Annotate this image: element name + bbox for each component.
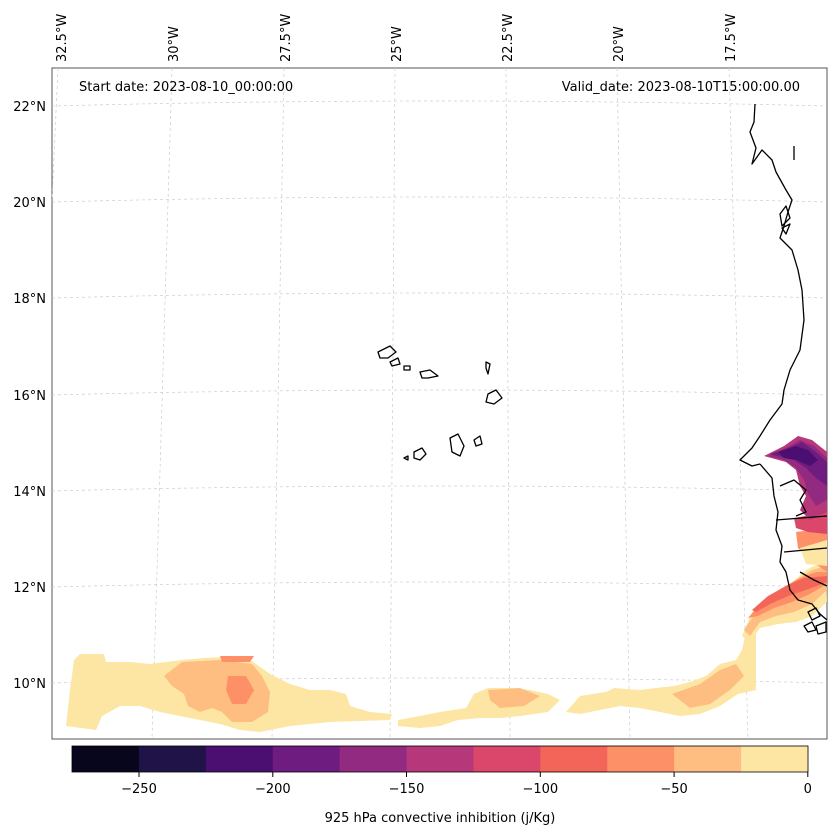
senegal-border	[779, 479, 807, 517]
cin-band-central-inner	[488, 688, 540, 708]
colorbar-cell	[339, 746, 408, 772]
guinea-border	[799, 571, 828, 587]
colorbar-cell	[72, 746, 140, 772]
graticule	[51, 67, 828, 740]
meridian-32.5w	[51, 67, 59, 201]
parallel-18n	[51, 292, 828, 299]
lat-label: 18°N	[13, 292, 46, 307]
colorbar-cell	[540, 746, 608, 772]
map-frame	[51, 67, 828, 740]
lon-label: 22.5°W	[501, 14, 516, 62]
colorbar-tick-label: 0	[804, 782, 812, 797]
lat-label: 20°N	[13, 196, 46, 211]
colorbar-tick-label: −250	[121, 782, 157, 797]
guinea-bissau-border	[783, 547, 828, 553]
lon-label: 25°W	[390, 26, 405, 62]
longitude-labels: 32.5°W 30°W 27.5°W 25°W 22.5°W 20°W 17.5…	[55, 14, 739, 62]
cape-verde-santiago	[449, 433, 465, 457]
colorbar-outline	[71, 745, 809, 773]
lat-label: 12°N	[13, 581, 46, 596]
coastlines	[377, 103, 828, 635]
colorbar-cells	[72, 746, 809, 772]
cin-north-core	[778, 446, 818, 466]
parallel-14n	[51, 485, 828, 492]
canary-east	[781, 223, 791, 235]
cape-verde-maio	[473, 435, 483, 447]
cin-band-west-spot	[220, 656, 254, 662]
lat-label: 22°N	[13, 100, 46, 115]
bijagos-islands	[803, 607, 827, 635]
colorbar-tick-label: −50	[660, 782, 687, 797]
lon-label: 32.5°W	[55, 14, 70, 62]
gambia-border	[775, 515, 828, 521]
latitude-labels: 22°N 20°N 18°N 16°N 14°N 12°N 10°N	[13, 100, 46, 692]
colorbar-cell	[607, 746, 675, 772]
colorbar-cell	[205, 746, 274, 772]
meridian-20w	[616, 67, 631, 740]
colorbar: −250 −200 −150 −100 −50 0 925 hPa convec…	[71, 745, 812, 826]
cape-verde-santa-luzia	[403, 365, 411, 371]
parallel-16n	[51, 389, 828, 396]
parallel-20n	[51, 196, 828, 203]
cin-coast-core	[752, 576, 827, 612]
start-date-label: Start date: 2023-08-10_00:00:00	[79, 80, 293, 95]
cape-verde-sao-nicolau	[419, 369, 439, 379]
lat-label: 16°N	[13, 389, 46, 404]
cin-band-west-core	[226, 676, 254, 704]
canary-west	[779, 205, 791, 227]
colorbar-cell	[272, 746, 341, 772]
lon-label: 27.5°W	[279, 14, 294, 62]
meridian-17.5w	[728, 67, 749, 740]
africa-coast-north	[739, 103, 805, 467]
valid-date-label: Valid_date: 2023-08-10T15:00:00.00	[562, 80, 800, 95]
cape-verde-sao-vicente	[389, 357, 401, 367]
colorbar-ticks	[138, 772, 809, 777]
meridian-22.5w	[505, 67, 511, 740]
cin-band-west-inner	[164, 660, 270, 722]
parallel-12n	[51, 581, 828, 588]
cape-verde-brava	[403, 455, 409, 461]
cape-verde-fogo	[413, 447, 427, 461]
cape-verde-santo-antao	[377, 345, 397, 359]
cin-band-east-inner	[672, 664, 744, 708]
colorbar-cell	[473, 746, 541, 772]
colorbar-tick-label: −100	[522, 782, 558, 797]
meridian-30w	[151, 67, 173, 740]
lat-label: 14°N	[13, 485, 46, 500]
cin-coast-band-yellow	[800, 540, 827, 566]
colorbar-cell	[406, 746, 474, 772]
colorbar-cell	[138, 746, 207, 772]
colorbar-cell	[674, 746, 742, 772]
lon-label: 30°W	[167, 26, 182, 62]
meridian-27.5w	[271, 67, 285, 740]
cape-verde-boa-vista	[485, 389, 503, 405]
colorbar-tick-label: −150	[389, 782, 425, 797]
cape-verde-sal	[485, 361, 491, 375]
lon-label: 17.5°W	[724, 14, 739, 62]
colorbar-cell	[741, 746, 809, 772]
africa-coast-south	[759, 463, 828, 621]
colorbar-tick-label: −200	[255, 782, 291, 797]
parallel-22n	[51, 100, 828, 107]
lon-label: 20°W	[612, 26, 627, 62]
lat-label: 10°N	[13, 677, 46, 692]
colorbar-title: 925 hPa convective inhibition (j/Kg)	[325, 811, 556, 826]
meridian-25w	[389, 67, 396, 740]
